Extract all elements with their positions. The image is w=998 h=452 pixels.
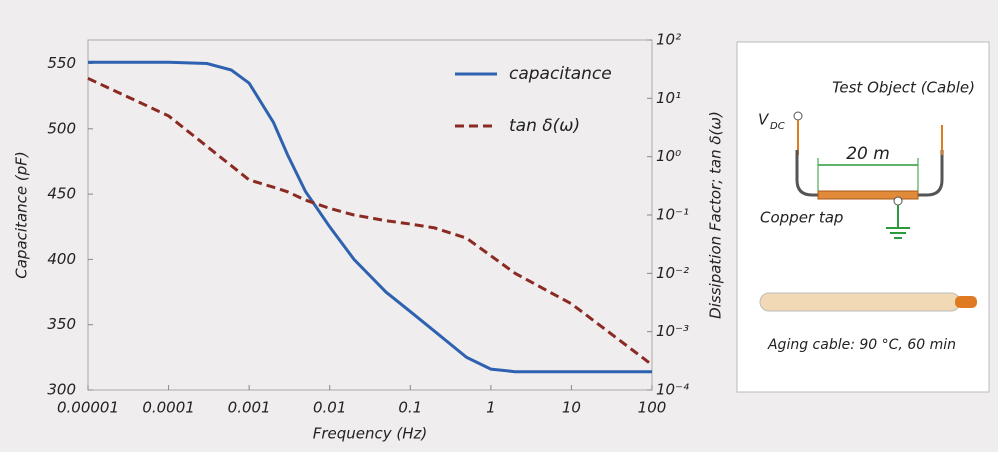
x-tick-label: 100 bbox=[638, 399, 667, 417]
y2-tick-label: 10⁻⁴ bbox=[656, 381, 689, 399]
y2-tick-label: 10² bbox=[656, 31, 681, 49]
x-tick-label: 0.1 bbox=[398, 399, 422, 417]
copper-tap bbox=[817, 190, 919, 200]
y-axis-label: Capacitance (pF) bbox=[13, 151, 31, 278]
aging-label: Aging cable: 90 °C, 60 min bbox=[767, 337, 956, 353]
y2-tick-label: 10⁻² bbox=[656, 264, 689, 282]
y2-tick-label: 10⁻³ bbox=[656, 322, 689, 340]
y-tick-label: 350 bbox=[47, 315, 76, 333]
tap-label: Copper tap bbox=[760, 209, 843, 227]
legend-label: tan δ(ω) bbox=[509, 116, 580, 136]
ground bbox=[886, 205, 910, 239]
y2-tick-label: 10⁰ bbox=[656, 147, 681, 165]
series-line bbox=[88, 60, 652, 374]
x-tick-label: 0.001 bbox=[228, 399, 271, 417]
vdc-label: V bbox=[758, 111, 770, 129]
x-tick-label: 1 bbox=[486, 399, 496, 417]
length-label: 20 m bbox=[846, 144, 890, 164]
diagram-title: Test Object (Cable) bbox=[832, 79, 975, 97]
cable-core bbox=[955, 296, 977, 308]
vdc-sub: DC bbox=[770, 121, 785, 132]
terminal bbox=[893, 196, 903, 206]
y2-tick-label: 10⁻¹ bbox=[656, 206, 689, 224]
x-tick-label: 0.01 bbox=[313, 399, 346, 417]
y-tick-label: 300 bbox=[47, 381, 76, 399]
y-tick-label: 550 bbox=[47, 54, 76, 72]
y2-axis-label: Dissipation Factor; tan δ(ω) bbox=[707, 111, 725, 319]
diagram: Test Object (Cable) V DC 20 m Copper tap… bbox=[736, 41, 990, 393]
y-tick-label: 450 bbox=[47, 185, 76, 203]
y-tick-label: 400 bbox=[47, 250, 76, 268]
x-tick-label: 0.0001 bbox=[142, 399, 195, 417]
y2-tick-label: 10¹ bbox=[656, 89, 681, 107]
cable-image bbox=[759, 292, 961, 312]
diagram-box bbox=[736, 41, 990, 393]
terminal bbox=[793, 111, 803, 121]
series-line bbox=[87, 77, 653, 366]
x-axis-label: Frequency (Hz) bbox=[313, 425, 428, 443]
legend-label: capacitance bbox=[509, 64, 612, 84]
y-tick-label: 500 bbox=[47, 119, 76, 137]
x-tick-label: 10 bbox=[562, 399, 581, 417]
x-tick-label: 0.00001 bbox=[57, 399, 119, 417]
